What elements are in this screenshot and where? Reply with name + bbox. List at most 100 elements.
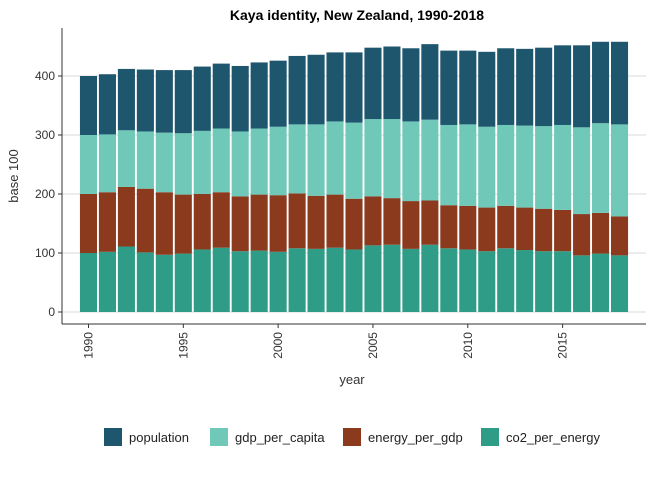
bar-energy_per_gdp-1997 xyxy=(212,192,230,248)
bar-population-1999 xyxy=(250,62,268,129)
bar-gdp_per_capita-2016 xyxy=(573,127,591,215)
bar-gdp_per_capita-1991 xyxy=(98,134,116,193)
bar-energy_per_gdp-2014 xyxy=(535,208,553,252)
bar-co2_per_energy-2015 xyxy=(554,251,572,312)
bar-energy_per_gdp-1991 xyxy=(98,192,116,252)
bar-energy_per_gdp-1998 xyxy=(231,196,249,252)
y-axis-ticks: 0 100 200 300 400 xyxy=(35,69,62,319)
bar-co2_per_energy-2003 xyxy=(326,247,344,312)
bar-co2_per_energy-1995 xyxy=(174,253,192,312)
x-tick-label-2010: 2010 xyxy=(461,332,475,359)
bar-gdp_per_capita-1995 xyxy=(174,133,192,195)
legend-swatch-co2_per_energy xyxy=(481,428,499,446)
legend-swatch-gdp_per_capita xyxy=(210,428,228,446)
bar-gdp_per_capita-2009 xyxy=(440,124,458,206)
axes xyxy=(61,28,646,325)
bar-population-1993 xyxy=(136,69,154,132)
bar-energy_per_gdp-2004 xyxy=(345,198,363,250)
bar-population-2005 xyxy=(364,47,382,120)
bar-energy_per_gdp-2018 xyxy=(610,216,629,256)
legend-label-co2_per_energy: co2_per_energy xyxy=(506,430,600,445)
bar-gdp_per_capita-2015 xyxy=(554,124,572,210)
bar-co2_per_energy-2012 xyxy=(497,248,515,312)
bar-gdp_per_capita-2017 xyxy=(592,123,610,213)
bar-population-2012 xyxy=(497,48,515,125)
bars xyxy=(79,41,629,312)
bar-population-2001 xyxy=(288,55,306,125)
bar-energy_per_gdp-1994 xyxy=(155,192,173,255)
y-tick-label-400: 400 xyxy=(35,69,55,83)
bar-population-2009 xyxy=(440,50,458,125)
bar-population-1992 xyxy=(117,68,135,131)
bar-gdp_per_capita-2008 xyxy=(421,119,439,201)
bar-population-1994 xyxy=(155,70,173,133)
bar-energy_per_gdp-1990 xyxy=(79,194,98,253)
bar-co2_per_energy-1993 xyxy=(136,252,154,312)
bar-population-1991 xyxy=(98,74,116,135)
x-axis-ticks: 1990 1995 2000 2005 2010 2015 xyxy=(81,324,570,359)
y-axis-title: base 100 xyxy=(6,149,21,203)
bar-gdp_per_capita-2014 xyxy=(535,126,553,209)
bar-gdp_per_capita-2004 xyxy=(345,122,363,199)
bar-gdp_per_capita-1993 xyxy=(136,131,154,189)
bar-population-2007 xyxy=(402,48,420,122)
bar-population-2010 xyxy=(459,50,477,125)
legend-item-energy_per_gdp: energy_per_gdp xyxy=(343,428,463,446)
bar-co2_per_energy-1999 xyxy=(250,250,268,312)
bar-co2_per_energy-2001 xyxy=(288,248,306,312)
y-tick-label-100: 100 xyxy=(35,246,55,260)
bar-co2_per_energy-2006 xyxy=(383,244,401,312)
bar-energy_per_gdp-2000 xyxy=(269,195,287,252)
x-axis-title: year xyxy=(339,372,365,387)
x-tick-label-1995: 1995 xyxy=(176,332,190,359)
bar-population-1998 xyxy=(231,65,249,132)
bar-energy_per_gdp-2015 xyxy=(554,209,572,252)
bar-gdp_per_capita-2001 xyxy=(288,124,306,194)
bar-gdp_per_capita-2005 xyxy=(364,119,382,197)
bar-energy_per_gdp-2001 xyxy=(288,193,306,249)
bar-co2_per_energy-2009 xyxy=(440,248,458,312)
bar-population-2000 xyxy=(269,60,287,127)
bar-gdp_per_capita-1996 xyxy=(193,130,211,194)
legend-item-population: population xyxy=(104,428,189,446)
bar-energy_per_gdp-2017 xyxy=(592,212,610,254)
bar-energy_per_gdp-2008 xyxy=(421,200,439,245)
bar-energy_per_gdp-1995 xyxy=(174,194,192,254)
bar-population-1990 xyxy=(79,76,98,135)
bar-gdp_per_capita-1990 xyxy=(79,135,98,194)
bar-energy_per_gdp-1996 xyxy=(193,194,211,250)
legend-label-population: population xyxy=(129,430,189,445)
x-tick-label-2000: 2000 xyxy=(271,332,285,359)
bar-energy_per_gdp-2012 xyxy=(497,205,515,249)
x-tick-label-1990: 1990 xyxy=(81,332,95,359)
bar-co2_per_energy-1992 xyxy=(117,246,135,312)
legend-swatch-energy_per_gdp xyxy=(343,428,361,446)
bar-gdp_per_capita-2018 xyxy=(610,124,629,217)
x-tick-label-2005: 2005 xyxy=(366,332,380,359)
bar-gdp_per_capita-2013 xyxy=(516,125,534,208)
x-tick-label-2015: 2015 xyxy=(556,332,570,359)
bar-energy_per_gdp-2002 xyxy=(307,195,325,249)
bar-energy_per_gdp-2007 xyxy=(402,201,420,249)
bar-population-2011 xyxy=(478,51,496,127)
legend: population gdp_per_capita energy_per_gdp co… xyxy=(104,428,600,446)
bar-co2_per_energy-2007 xyxy=(402,248,420,312)
bar-energy_per_gdp-1999 xyxy=(250,194,268,251)
bar-co2_per_energy-2011 xyxy=(478,251,496,312)
bar-energy_per_gdp-2016 xyxy=(573,214,591,256)
bar-gdp_per_capita-2006 xyxy=(383,119,401,199)
bar-population-2003 xyxy=(326,52,344,122)
bar-energy_per_gdp-2003 xyxy=(326,194,344,248)
bar-gdp_per_capita-1998 xyxy=(231,131,249,197)
bar-energy_per_gdp-2011 xyxy=(478,207,496,252)
bar-population-2004 xyxy=(345,52,363,123)
bar-population-2016 xyxy=(573,45,591,128)
bar-gdp_per_capita-2010 xyxy=(459,124,477,206)
bar-co2_per_energy-2010 xyxy=(459,249,477,312)
bar-energy_per_gdp-2005 xyxy=(364,196,382,246)
bar-energy_per_gdp-2010 xyxy=(459,205,477,250)
bar-population-2013 xyxy=(516,48,534,126)
bar-gdp_per_capita-1994 xyxy=(155,132,173,193)
bar-co2_per_energy-1997 xyxy=(212,247,230,312)
